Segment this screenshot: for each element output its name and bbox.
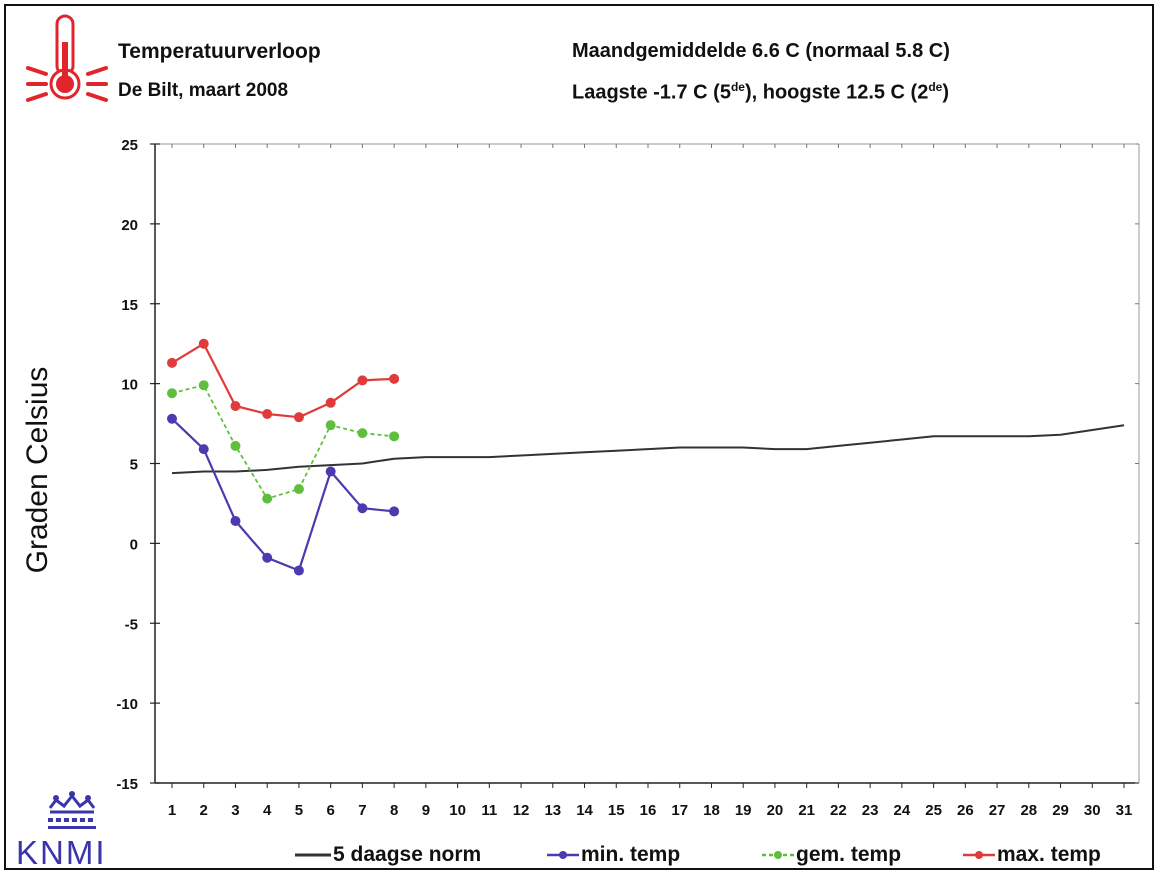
data-point-max xyxy=(198,338,209,349)
data-point-gem xyxy=(198,380,209,391)
x-tick-label: 30 xyxy=(1084,802,1101,819)
legend-gem: gem. temp xyxy=(760,843,901,867)
data-point-gem xyxy=(293,484,304,495)
data-point-max xyxy=(325,397,336,408)
data-point-max xyxy=(357,375,368,386)
x-tick-label: 20 xyxy=(767,802,784,819)
legend-gem-swatch xyxy=(762,851,794,859)
y-tick-label: 10 xyxy=(121,377,138,394)
legend-norm: 5 daagse norm xyxy=(293,843,481,867)
y-tick-label: 15 xyxy=(121,297,138,314)
x-tick-label: 12 xyxy=(513,802,530,819)
x-tick-label: 14 xyxy=(576,802,593,819)
x-tick-label: 2 xyxy=(200,802,208,819)
x-tick-label: 8 xyxy=(390,802,398,819)
x-tick-label: 17 xyxy=(671,802,688,819)
series-line-max xyxy=(171,342,395,419)
data-point-gem xyxy=(167,388,177,399)
data-point-gem xyxy=(357,428,368,439)
legend-min-label: min. temp xyxy=(581,843,681,866)
x-tick-label: 5 xyxy=(295,802,303,819)
legend-norm-label: 5 daagse norm xyxy=(333,843,482,866)
x-tick-label: 16 xyxy=(640,802,657,819)
data-point-gem xyxy=(262,493,273,504)
data-point-min xyxy=(325,466,336,477)
crown-icon xyxy=(48,791,96,829)
x-tick-label: 1 xyxy=(168,802,176,819)
legend-gem-label: gem. temp xyxy=(796,843,902,866)
x-tick-label: 9 xyxy=(422,802,430,819)
data-point-min xyxy=(198,444,209,455)
y-tick-label: 0 xyxy=(130,536,138,553)
series-line-gem xyxy=(171,384,395,500)
legend-max-swatch xyxy=(963,851,995,859)
x-tick-label: 13 xyxy=(544,802,561,819)
data-point-max xyxy=(230,400,241,411)
x-tick-label: 23 xyxy=(862,802,879,819)
x-tick-label: 3 xyxy=(231,802,239,819)
legend-norm-swatch xyxy=(295,853,331,857)
x-tick-label: 22 xyxy=(830,802,847,819)
data-point-max xyxy=(293,412,304,423)
data-point-min xyxy=(357,503,368,514)
y-tick-label: 20 xyxy=(121,217,138,234)
y-tick-label: 5 xyxy=(130,457,138,474)
x-tick-label: 10 xyxy=(449,802,466,819)
knmi-logo-text: KNMI xyxy=(16,834,107,871)
x-tick-label: 24 xyxy=(894,802,911,819)
chart-title: Temperatuurverloop xyxy=(118,40,321,63)
data-point-min xyxy=(293,565,304,576)
data-point-gem xyxy=(230,440,241,451)
legend-min: min. temp xyxy=(545,843,680,867)
x-tick-label: 26 xyxy=(957,802,974,819)
y-tick-label: 25 xyxy=(121,137,138,154)
x-tick-label: 21 xyxy=(798,802,815,819)
data-point-max xyxy=(167,357,177,368)
legend-max-label: max. temp xyxy=(997,843,1101,866)
legend-min-swatch xyxy=(547,851,579,859)
x-tick-label: 27 xyxy=(989,802,1006,819)
data-point-gem xyxy=(389,431,400,442)
series-line-norm xyxy=(171,424,1125,475)
x-tick-label: 28 xyxy=(1020,802,1037,819)
data-point-min xyxy=(167,413,177,424)
chart-subtitle: De Bilt, maart 2008 xyxy=(118,80,289,101)
data-point-min xyxy=(262,552,273,563)
x-tick-label: 19 xyxy=(735,802,752,819)
x-tick-label: 15 xyxy=(608,802,625,819)
thermometer-icon xyxy=(26,14,108,102)
data-point-max xyxy=(389,373,400,384)
y-tick-label: -5 xyxy=(125,616,138,633)
extremes-line: Laagste -1.7 C (5de), hoogste 12.5 C (2d… xyxy=(572,80,950,104)
month-average: Maandgemiddelde 6.6 C (normaal 5.8 C) xyxy=(572,40,950,62)
x-tick-label: 11 xyxy=(481,802,497,819)
x-tick-label: 31 xyxy=(1116,802,1133,819)
data-point-min xyxy=(389,506,400,517)
x-tick-label: 29 xyxy=(1052,802,1069,819)
x-tick-label: 7 xyxy=(358,802,366,819)
legend-max: max. temp xyxy=(961,843,1101,867)
data-point-max xyxy=(262,408,273,419)
y-tick-label: -10 xyxy=(116,696,138,713)
series-line-min xyxy=(171,418,395,572)
x-tick-label: 6 xyxy=(326,802,334,819)
y-tick-label: -15 xyxy=(116,776,138,793)
x-tick-label: 25 xyxy=(925,802,942,819)
data-point-min xyxy=(230,516,241,527)
x-tick-label: 18 xyxy=(703,802,720,819)
data-point-gem xyxy=(325,420,336,431)
x-tick-label: 4 xyxy=(263,802,272,819)
